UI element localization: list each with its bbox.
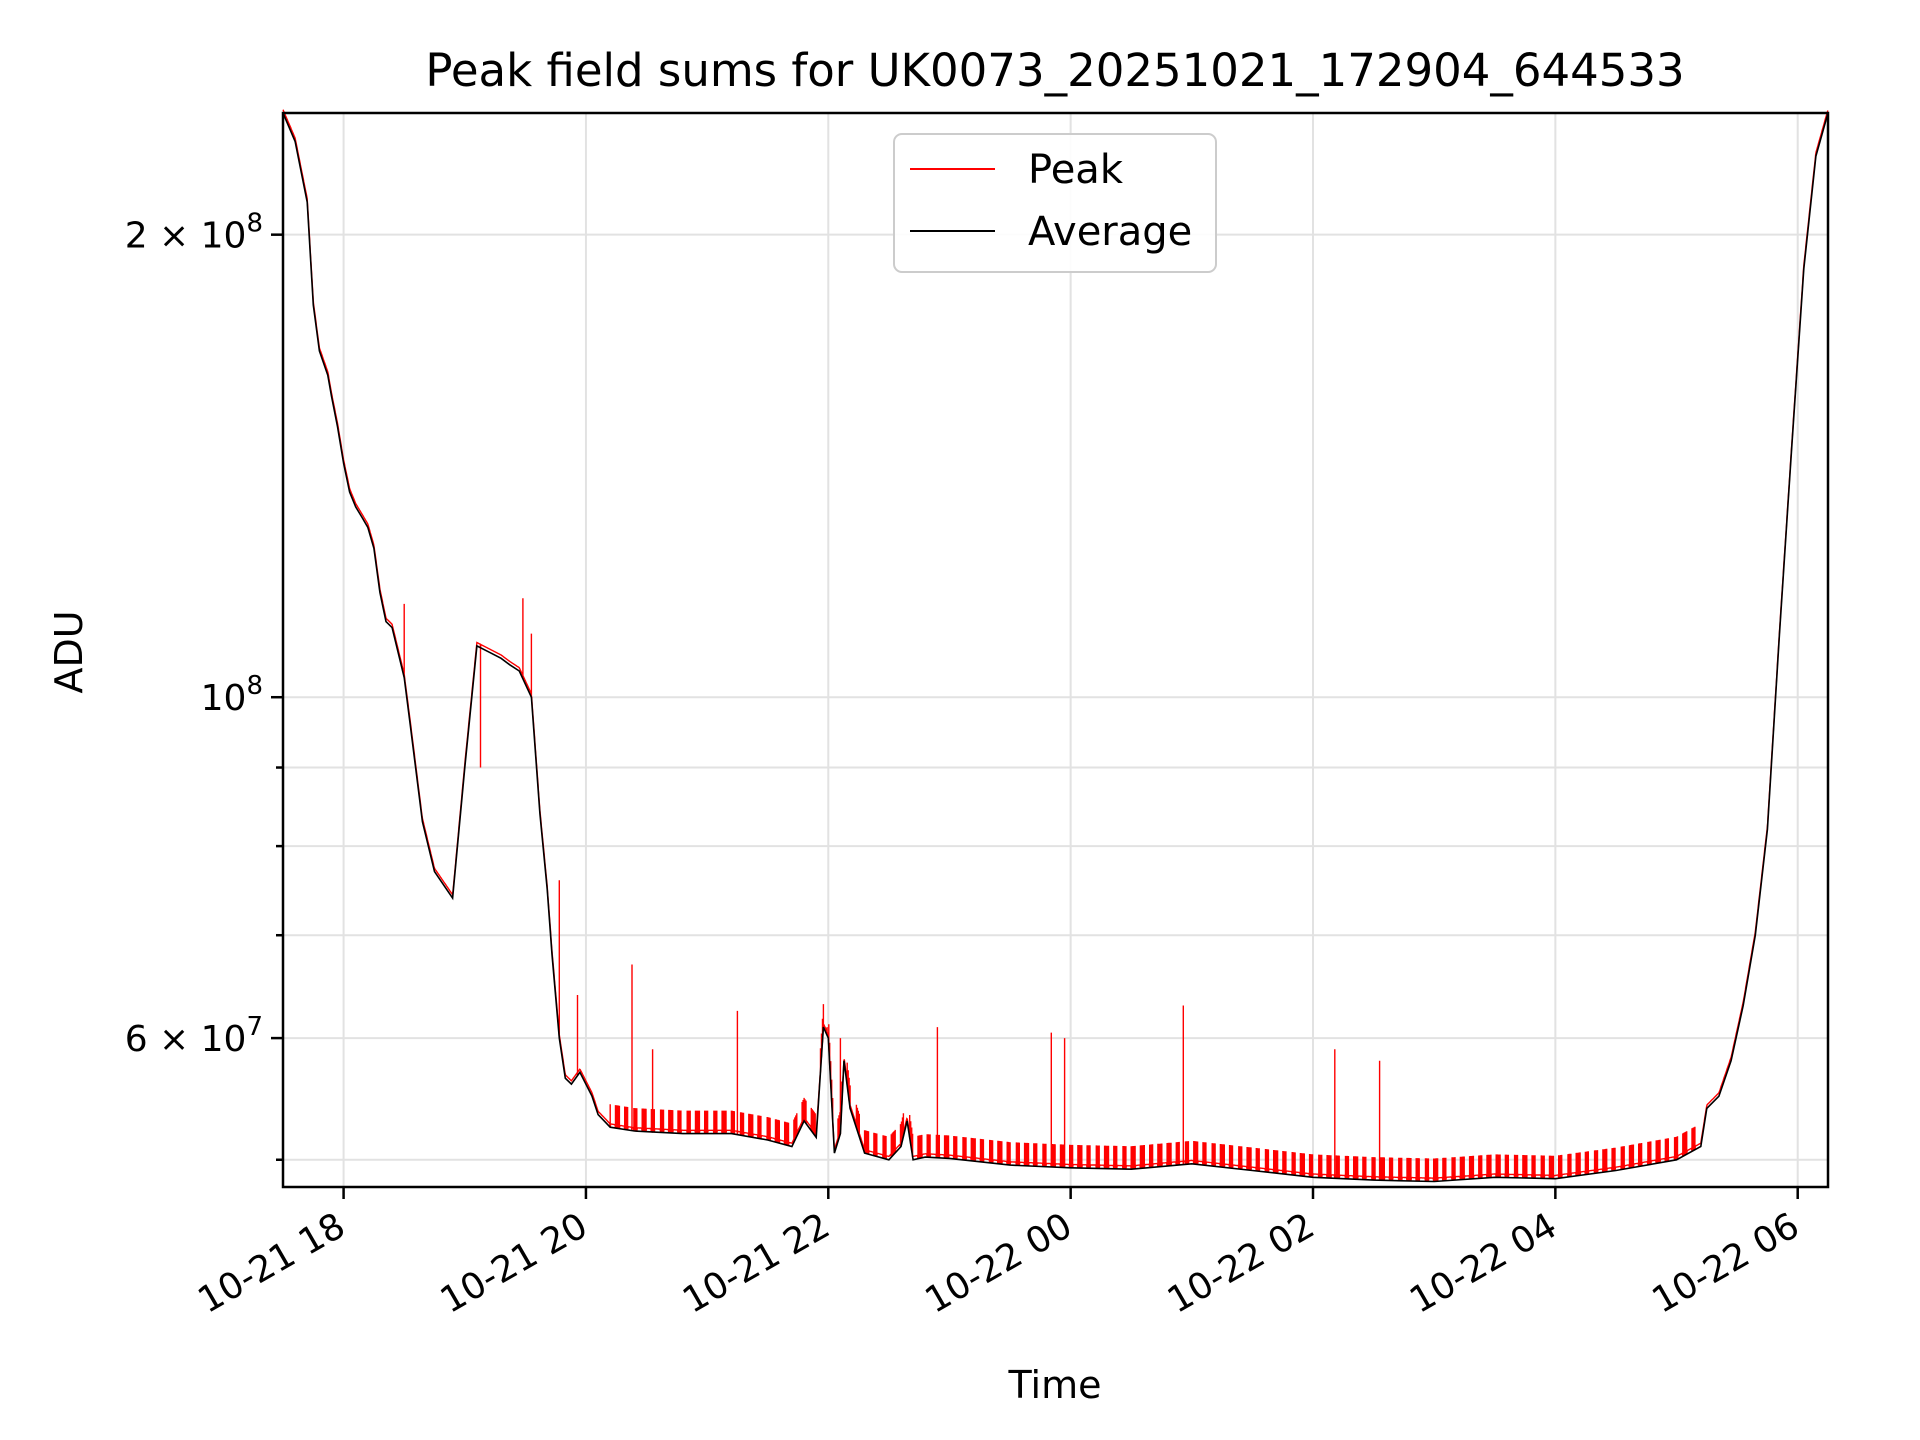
y-tick-label: 2 × 108 [125, 209, 263, 257]
legend-peak-label: Peak [1028, 147, 1124, 193]
y-axis: 2 × 108 108 6 × 107 [125, 209, 283, 1162]
y-axis-label: ADU [47, 610, 91, 693]
legend: Peak Average [893, 133, 1217, 273]
y-tick-label: 108 [201, 671, 263, 719]
series-average-line [282, 112, 1829, 1183]
axes-frame [281, 111, 1830, 1189]
chart-title: Peak field sums for UK0073_20251021_1729… [425, 44, 1684, 97]
plot-area [282, 109, 1829, 1183]
legend-average-label: Average [1028, 209, 1192, 255]
x-axis-label: Time [1008, 1363, 1102, 1407]
y-tick-label: 6 × 107 [125, 1012, 263, 1060]
